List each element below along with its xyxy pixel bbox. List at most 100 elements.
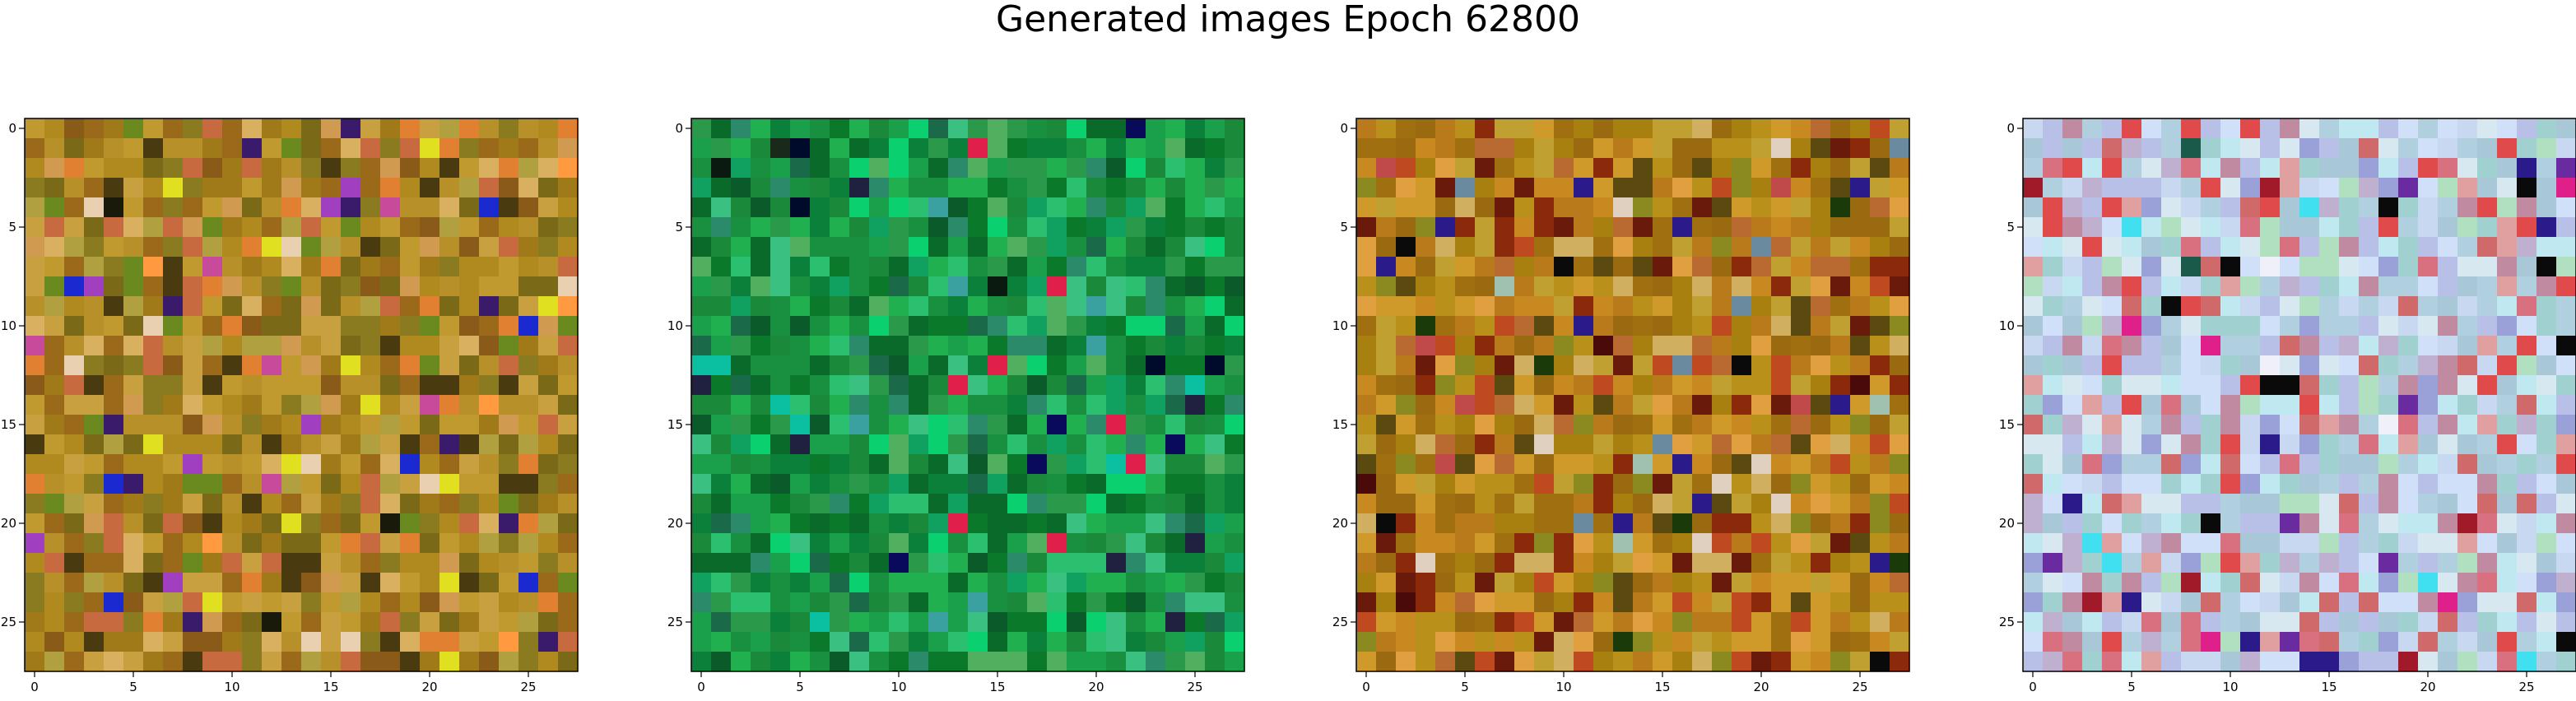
pixel-cell	[2161, 494, 2182, 514]
pixel-cell	[2082, 276, 2103, 297]
pixel-cell	[44, 276, 65, 297]
pixel-cell	[301, 395, 322, 415]
x-tick-label: 0	[697, 680, 705, 694]
pixel-cell	[1165, 237, 1186, 258]
pixel-cell	[2378, 573, 2399, 593]
pixel-cell	[25, 513, 45, 534]
pixel-cell	[1475, 276, 1495, 297]
pixel-cell	[1811, 375, 1831, 396]
pixel-cell	[988, 257, 1008, 277]
pixel-cell	[341, 415, 361, 435]
pixel-cell	[751, 316, 771, 337]
pixel-cell	[202, 395, 223, 415]
pixel-cell	[163, 296, 184, 317]
pixel-cell	[1225, 375, 1245, 396]
pixel-cell	[2122, 415, 2142, 435]
pixel-cell	[1751, 533, 1772, 554]
pixel-cell	[1185, 257, 1206, 277]
pixel-cell	[2201, 336, 2221, 356]
pixel-cell	[202, 553, 223, 573]
pixel-cell	[2082, 237, 2103, 258]
pixel-cell	[810, 632, 830, 652]
pixel-cell	[2536, 197, 2557, 218]
pixel-cell	[1027, 434, 1048, 455]
pixel-cell	[2457, 632, 2478, 652]
pixel-cell	[909, 296, 929, 317]
pixel-cell	[1205, 533, 1225, 554]
pixel-cell	[2220, 533, 2241, 554]
pixel-cell	[1870, 237, 1890, 258]
pixel-cell	[2556, 138, 2576, 159]
pixel-cell	[439, 336, 460, 356]
pixel-cell	[1376, 652, 1397, 672]
pixel-cell	[25, 276, 45, 297]
pixel-cell	[1435, 217, 1456, 238]
pixel-cell	[1672, 197, 1693, 218]
pixel-cell	[538, 553, 559, 573]
pixel-cell	[1534, 553, 1555, 573]
pixel-cell	[400, 513, 421, 534]
pixel-cell	[1712, 395, 1732, 415]
pixel-cell	[1126, 434, 1146, 455]
pixel-cell	[2161, 652, 2182, 672]
pixel-cell	[2181, 257, 2202, 277]
pixel-cell	[222, 118, 243, 139]
pixel-cell	[2141, 276, 2162, 297]
pixel-cell	[2102, 197, 2123, 218]
pixel-cell	[1146, 494, 1166, 514]
pixel-cell	[538, 632, 559, 652]
pixel-cell	[1890, 592, 1910, 613]
pixel-cell	[889, 276, 909, 297]
pixel-cell	[770, 257, 791, 277]
pixel-cell	[1554, 513, 1574, 534]
pixel-cell	[731, 513, 751, 534]
pixel-cell	[420, 237, 440, 258]
pixel-cell	[2339, 237, 2360, 258]
pixel-cell	[988, 513, 1008, 534]
pixel-cell	[2418, 494, 2439, 514]
pixel-cell	[2141, 257, 2162, 277]
pixel-cell	[459, 276, 480, 297]
pixel-cell	[1732, 592, 1752, 613]
pixel-cell	[830, 533, 850, 554]
pixel-cell	[2161, 612, 2182, 633]
pixel-cell	[479, 513, 500, 534]
pixel-cell	[202, 178, 223, 198]
pixel-cell	[2418, 316, 2439, 337]
pixel-cell	[400, 474, 421, 494]
pixel-cell	[262, 454, 282, 475]
pixel-cell	[262, 632, 282, 652]
pixel-cell	[2161, 217, 2182, 238]
pixel-cell	[202, 494, 223, 514]
pixel-cell	[1007, 257, 1028, 277]
pixel-cell	[751, 454, 771, 475]
pixel-cell	[44, 138, 65, 159]
pixel-cell	[1751, 553, 1772, 573]
pixel-cell	[479, 375, 500, 396]
pixel-cell	[64, 553, 85, 573]
pixel-cell	[2378, 474, 2399, 494]
pixel-cell	[84, 336, 105, 356]
pixel-cell	[400, 276, 421, 297]
pixel-cell	[1633, 652, 1653, 672]
pixel-cell	[1007, 612, 1028, 633]
pixel-cell	[869, 158, 890, 179]
pixel-cell	[731, 257, 751, 277]
pixel-cell	[2122, 276, 2142, 297]
pixel-cell	[2319, 296, 2340, 317]
pixel-cell	[420, 276, 440, 297]
pixel-cell	[731, 612, 751, 633]
pixel-cell	[691, 336, 712, 356]
pixel-cell	[1751, 513, 1772, 534]
pixel-cell	[1593, 652, 1614, 672]
pixel-cell	[558, 494, 579, 514]
pixel-cell	[479, 632, 500, 652]
pixel-cell	[1534, 395, 1555, 415]
y-tick-label: 25	[1999, 615, 2015, 629]
pixel-cell	[123, 573, 144, 593]
pixel-cell	[1106, 494, 1127, 514]
pixel-cell	[84, 573, 105, 593]
pixel-cell	[968, 138, 988, 159]
pixel-cell	[2023, 257, 2044, 277]
pixel-cell	[222, 355, 243, 376]
